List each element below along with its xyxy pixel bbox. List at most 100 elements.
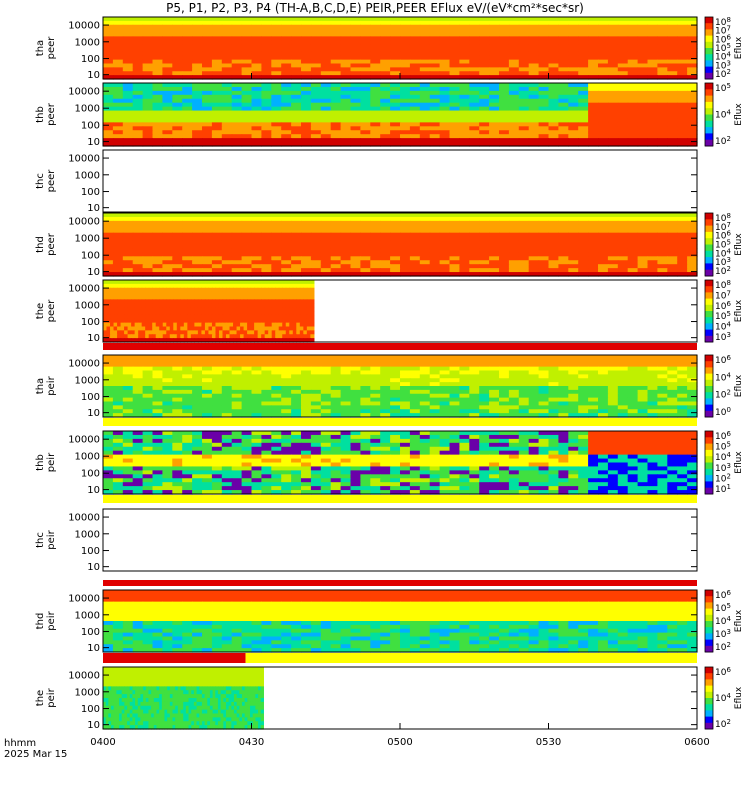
heatmap-cell bbox=[204, 291, 210, 297]
heatmap-cell bbox=[301, 86, 312, 92]
heatmap-cell bbox=[192, 55, 203, 61]
heatmap-cell bbox=[192, 264, 203, 269]
heatmap-cell bbox=[340, 409, 352, 414]
heatmap-cell bbox=[637, 358, 649, 364]
heatmap-cell bbox=[429, 94, 441, 100]
heatmap-cell bbox=[254, 326, 259, 331]
heatmap-cell bbox=[138, 338, 143, 343]
heatmap-cell bbox=[607, 44, 619, 49]
heatmap-cell bbox=[449, 40, 460, 45]
heatmap-cell bbox=[166, 338, 171, 343]
heatmap-cell bbox=[152, 67, 163, 72]
heatmap-cell bbox=[340, 32, 352, 37]
heatmap-cell bbox=[390, 63, 401, 68]
heatmap-cell bbox=[548, 355, 559, 360]
heatmap-cell bbox=[439, 32, 451, 37]
heatmap-cell bbox=[142, 51, 154, 57]
heatmap-cell bbox=[117, 314, 122, 320]
heatmap-cell bbox=[231, 51, 243, 57]
heatmap-cell bbox=[122, 17, 134, 22]
heatmap-cell bbox=[469, 71, 480, 76]
heatmap-cell bbox=[409, 114, 421, 120]
heatmap-cell bbox=[499, 232, 510, 238]
heatmap-cell bbox=[568, 17, 579, 22]
heatmap-cell bbox=[162, 224, 173, 230]
heatmap-cell bbox=[568, 240, 579, 246]
heatmap-cell bbox=[538, 134, 550, 139]
heatmap-cell bbox=[518, 358, 530, 364]
heatmap-cell bbox=[429, 401, 441, 406]
heatmap-cell bbox=[138, 334, 143, 339]
heatmap-cell bbox=[271, 63, 282, 68]
heatmap-cell bbox=[112, 358, 124, 364]
heatmap-cell bbox=[538, 393, 550, 399]
heatmap-cell bbox=[296, 330, 301, 335]
heatmap-cell bbox=[202, 24, 213, 30]
heatmap-cell bbox=[439, 405, 451, 410]
heatmap-cell bbox=[281, 106, 292, 112]
heatmap-cell bbox=[400, 401, 411, 406]
heatmap-cell bbox=[103, 307, 108, 312]
heatmap-cell bbox=[301, 98, 312, 104]
heatmap-cell bbox=[459, 63, 470, 68]
heatmap-cell bbox=[122, 260, 134, 265]
heatmap-cell bbox=[479, 98, 490, 104]
heatmap-cell bbox=[172, 55, 183, 61]
heatmap-cell bbox=[231, 20, 243, 26]
heatmap-cell bbox=[192, 236, 203, 242]
heatmap-cell bbox=[271, 314, 276, 320]
heatmap-cell bbox=[627, 106, 639, 112]
heatmap-cell bbox=[142, 110, 154, 116]
heatmap-cell bbox=[241, 138, 253, 143]
heatmap-cell bbox=[558, 244, 569, 250]
heatmap-cell bbox=[330, 264, 342, 269]
y-tick-label: 1000 bbox=[75, 170, 100, 181]
heatmap-cell bbox=[578, 260, 589, 265]
heatmap-cell bbox=[202, 134, 213, 139]
heatmap-cell bbox=[257, 322, 262, 328]
heatmap-cell bbox=[281, 130, 292, 135]
heatmap-cell bbox=[106, 291, 111, 297]
heatmap-cell bbox=[211, 48, 223, 53]
heatmap-cell bbox=[617, 20, 629, 26]
colorbar-segment bbox=[705, 323, 713, 331]
heatmap-cell bbox=[271, 236, 282, 242]
heatmap-cell bbox=[187, 326, 192, 331]
colorbar-segment bbox=[705, 311, 713, 318]
heatmap-cell bbox=[162, 283, 167, 289]
heatmap-cell bbox=[208, 314, 213, 320]
heatmap-cell bbox=[647, 220, 658, 226]
heatmap-cell bbox=[122, 389, 134, 395]
heatmap-cell bbox=[677, 264, 688, 269]
heatmap-cell bbox=[469, 102, 480, 108]
heatmap-cell bbox=[390, 134, 401, 139]
heatmap-cell bbox=[617, 59, 629, 65]
heatmap-cell bbox=[159, 334, 164, 339]
heatmap-cell bbox=[627, 355, 639, 360]
heatmap-cell bbox=[508, 118, 520, 123]
heatmap-cell bbox=[211, 303, 217, 308]
heatmap-cell bbox=[310, 248, 322, 253]
heatmap-cell bbox=[598, 24, 609, 30]
heatmap-cell bbox=[409, 252, 421, 257]
heatmap-cell bbox=[479, 94, 490, 100]
heatmap-cell bbox=[518, 44, 530, 49]
heatmap-cell bbox=[240, 314, 245, 320]
heatmap-cell bbox=[627, 102, 639, 108]
heatmap-cell bbox=[657, 63, 668, 68]
heatmap-cell bbox=[192, 413, 203, 418]
heatmap-cell bbox=[291, 268, 302, 273]
heatmap-cell bbox=[340, 397, 352, 403]
heatmap-cell bbox=[281, 118, 292, 123]
heatmap-cell bbox=[310, 236, 322, 242]
heatmap-cell bbox=[134, 283, 139, 289]
heatmap-cell bbox=[489, 44, 500, 49]
heatmap-cell bbox=[528, 83, 540, 88]
heatmap-cell bbox=[142, 224, 154, 230]
heatmap-cell bbox=[145, 291, 150, 297]
heatmap-cell bbox=[637, 413, 649, 418]
heatmap-cell bbox=[677, 256, 688, 261]
heatmap-cell bbox=[588, 55, 599, 61]
heatmap-cell bbox=[479, 362, 490, 368]
heatmap-cell bbox=[176, 338, 181, 343]
